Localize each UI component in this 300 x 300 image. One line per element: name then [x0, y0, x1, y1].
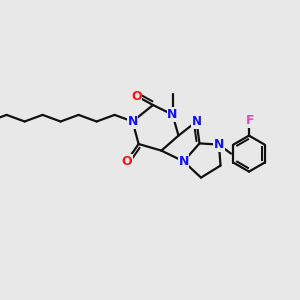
Text: N: N [191, 115, 202, 128]
Text: N: N [178, 155, 189, 168]
Text: O: O [121, 155, 132, 168]
Text: F: F [246, 114, 255, 127]
Text: O: O [131, 89, 142, 103]
Text: N: N [214, 138, 224, 151]
Text: N: N [167, 108, 178, 121]
Text: N: N [128, 115, 138, 128]
